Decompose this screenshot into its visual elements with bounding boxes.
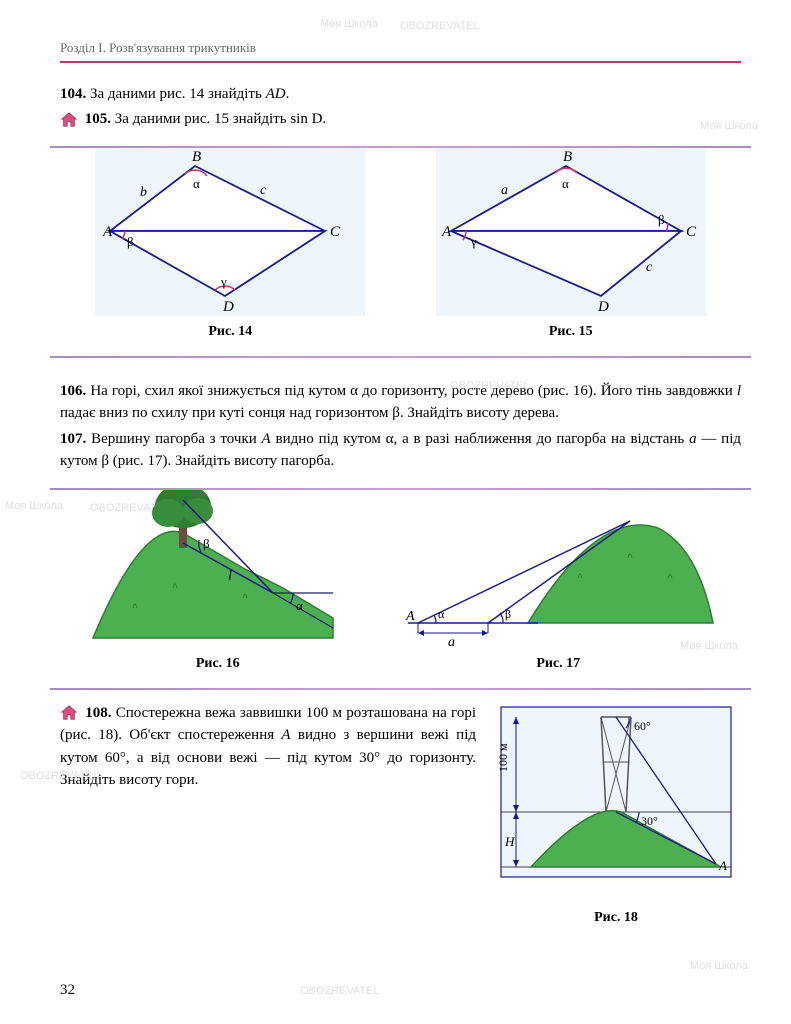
watermark: OBOZREVATEL: [300, 985, 380, 997]
svg-text:β: β: [658, 212, 665, 227]
figure-row-2: α β l Рис. 16: [60, 488, 741, 672]
figure-18: 100 м H 60° 30° A Рис. 18: [491, 702, 741, 926]
problem-104: 104. За даними рис. 14 знайдіть AD.: [60, 83, 741, 106]
watermark: OBOZREVATEL: [400, 20, 480, 32]
figure-row-1: A B C D b c α β γ Рис. 14: [60, 146, 741, 340]
problem-number: 108.: [85, 705, 111, 721]
figure-caption: Рис. 17: [398, 656, 718, 672]
svg-text:c: c: [260, 183, 267, 198]
svg-text:α: α: [562, 176, 569, 191]
svg-text:A: A: [718, 858, 727, 873]
svg-text:C: C: [686, 224, 697, 240]
svg-text:β: β: [127, 234, 134, 249]
svg-text:β: β: [203, 536, 210, 551]
house-icon: [60, 111, 78, 129]
section-header: Розділ I. Розв'язування трикутників: [60, 40, 741, 56]
problem-number: 104.: [60, 86, 86, 102]
svg-text:l: l: [228, 569, 232, 584]
svg-text:B: B: [563, 149, 572, 165]
svg-text:H: H: [504, 834, 515, 849]
problem-var: AD: [266, 86, 286, 102]
figure-14: A B C D b c α β γ Рис. 14: [95, 146, 365, 340]
problem-108: 108. Спостережна вежа заввишки 100 м роз…: [60, 702, 476, 792]
figure-16: α β l Рис. 16: [83, 488, 353, 672]
svg-text:b: b: [140, 185, 147, 200]
svg-text:α: α: [193, 176, 200, 191]
problem-107: 107. Вершину пагорба з точки A видно під…: [60, 428, 741, 473]
figure-17: A a α β Рис. 17: [398, 488, 718, 672]
svg-text:C: C: [330, 224, 341, 240]
svg-text:B: B: [192, 149, 201, 165]
svg-text:c: c: [646, 260, 653, 275]
svg-text:30°: 30°: [641, 814, 658, 828]
figure-caption: Рис. 14: [95, 324, 365, 340]
svg-text:D: D: [222, 299, 234, 315]
problem-106: 106. На горі, схил якої знижується під к…: [60, 380, 741, 425]
figure-caption: Рис. 15: [436, 324, 706, 340]
svg-text:A: A: [102, 224, 113, 240]
problem-number: 106.: [60, 383, 86, 399]
svg-text:A: A: [441, 224, 452, 240]
problem-text: За даними рис. 14 знайдіть: [90, 86, 262, 102]
page: Моя Школа OBOZREVATEL Моя Школа OBOZREVATEL…: [0, 0, 791, 1024]
svg-text:60°: 60°: [634, 719, 651, 733]
svg-text:γ: γ: [470, 234, 477, 249]
watermark: Моя Школа: [690, 960, 748, 972]
svg-text:α: α: [438, 607, 445, 621]
svg-text:A: A: [405, 609, 415, 624]
problem-105: 105. За даними рис. 15 знайдіть sin D.: [60, 108, 741, 131]
header-rule: [60, 61, 741, 63]
house-icon: [60, 704, 78, 722]
problem-var: sin D: [290, 111, 322, 127]
svg-text:100 м: 100 м: [496, 743, 510, 772]
figure-caption: Рис. 16: [83, 656, 353, 672]
watermark: Моя Школа: [320, 18, 378, 30]
problem-text: За даними рис. 15 знайдіть: [115, 111, 287, 127]
watermark: Моя Школа: [5, 500, 63, 512]
svg-text:γ: γ: [220, 274, 227, 289]
page-number: 32: [60, 982, 75, 999]
svg-text:a: a: [501, 183, 508, 198]
problem-108-block: 108. Спостережна вежа заввишки 100 м роз…: [60, 702, 741, 926]
svg-text:D: D: [597, 299, 609, 315]
figure-15: A B C D a c α β γ Рис. 15: [436, 146, 706, 340]
problem-number: 107.: [60, 431, 86, 447]
problem-number: 105.: [85, 111, 111, 127]
svg-text:β: β: [505, 607, 511, 621]
svg-text:a: a: [448, 635, 455, 648]
svg-text:α: α: [296, 598, 303, 613]
figure-caption: Рис. 18: [491, 910, 741, 926]
